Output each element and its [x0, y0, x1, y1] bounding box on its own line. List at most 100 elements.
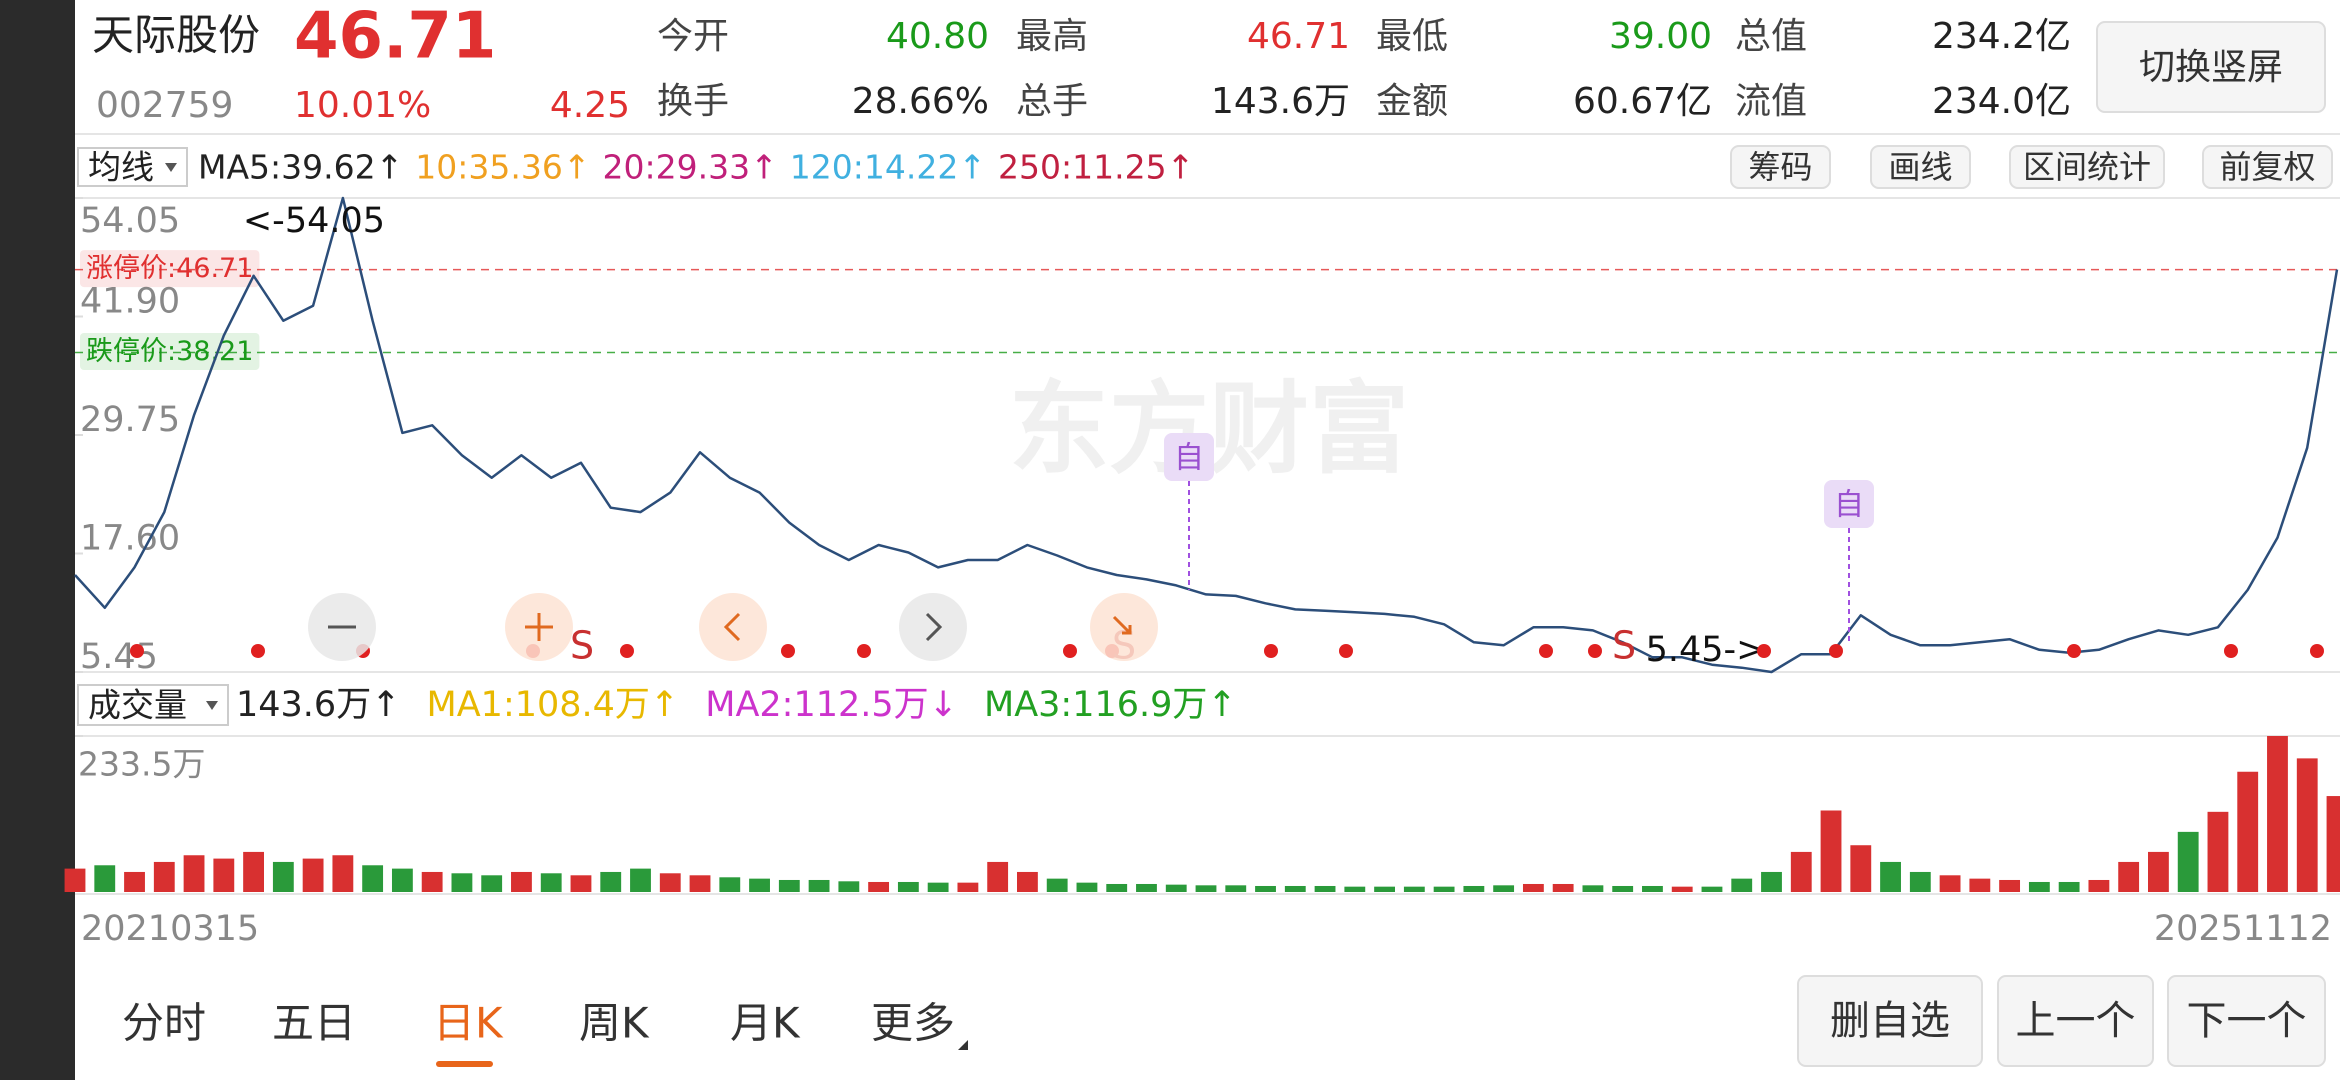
tool-button[interactable]: 区间统计	[2009, 145, 2165, 189]
stat-label: 换手	[657, 81, 729, 122]
volume-bar	[987, 861, 1009, 892]
volume-bar	[1165, 884, 1187, 892]
chart-control-icon[interactable]	[925, 612, 943, 642]
chart-control-bg[interactable]	[899, 593, 967, 661]
nav-button-bg[interactable]	[1997, 975, 2154, 1067]
toggle-button-bg[interactable]	[2096, 21, 2326, 113]
nav-button[interactable]: 上一个	[1997, 975, 2154, 1067]
tab[interactable]: 日K	[433, 999, 504, 1048]
chart-control-icon[interactable]	[525, 613, 553, 641]
volume-bar	[1671, 886, 1693, 892]
volume-bar	[2296, 758, 2318, 892]
volume-bar	[719, 877, 741, 892]
tab[interactable]: 分时	[122, 999, 206, 1048]
change-pct: 10.01%	[294, 85, 431, 126]
selector[interactable]: 均线	[77, 147, 188, 187]
chart-control[interactable]	[699, 593, 767, 661]
volume-bar	[1284, 885, 1306, 892]
volume-bar	[1344, 886, 1366, 892]
volume-bar	[1612, 885, 1634, 892]
volume-bar	[1790, 851, 1812, 892]
volume-bar	[362, 865, 384, 892]
nav-button-label[interactable]: 删自选	[1830, 998, 1950, 1044]
volume-bar	[1136, 883, 1157, 892]
tab[interactable]: 五日	[272, 999, 356, 1048]
limit-label: 跌停价:38.21	[86, 336, 253, 367]
volume-item: 143.6万↑	[236, 685, 401, 725]
selector-label[interactable]: 成交量	[88, 686, 187, 725]
tab[interactable]: 周K	[579, 999, 650, 1048]
nav-button-label[interactable]: 上一个	[2016, 998, 2136, 1044]
volume-bar	[2207, 811, 2229, 892]
signal-dot	[781, 644, 795, 658]
volume-bar	[927, 882, 949, 892]
watch-marker-bg	[1164, 433, 1214, 481]
volume-bar	[1820, 810, 1842, 892]
ma-item: 250:11.25↑	[998, 148, 1194, 187]
tool-button-bg[interactable]	[2009, 145, 2165, 189]
volume-bar	[2148, 851, 2169, 892]
stat-label: 流值	[1735, 81, 1807, 122]
volume-bar	[630, 868, 651, 892]
chart-control-bg[interactable]	[699, 593, 767, 661]
chart-control-icon[interactable]	[723, 612, 741, 642]
volume-bar	[332, 855, 354, 892]
more-arrow	[958, 1040, 968, 1050]
chart-control-icon[interactable]	[1112, 615, 1132, 635]
chart-control[interactable]	[1090, 593, 1158, 661]
nav-button-bg[interactable]	[1797, 975, 1983, 1067]
volume-bar	[1017, 871, 1038, 892]
volume-bar	[1433, 886, 1455, 892]
tool-button[interactable]: 画线	[1870, 145, 1971, 189]
volume-bar	[2058, 881, 2080, 892]
signal-dot	[1829, 644, 1843, 658]
selector[interactable]: 成交量	[77, 684, 229, 726]
tool-button[interactable]: 前复权	[2202, 145, 2333, 189]
chart-control[interactable]	[308, 593, 376, 661]
stat-value: 143.6万	[1211, 81, 1350, 122]
dropdown-arrow[interactable]	[165, 163, 177, 172]
volume-bar	[1939, 875, 1961, 892]
tab[interactable]: 月K	[730, 999, 801, 1048]
chart-control[interactable]	[505, 593, 573, 661]
volume-bar	[1522, 883, 1544, 892]
volume-bar	[1314, 885, 1336, 892]
nav-button-label[interactable]: 下一个	[2187, 998, 2307, 1044]
stat-value: 60.67亿	[1573, 81, 1712, 122]
limit-label: 涨停价:46.71	[86, 253, 253, 284]
volume-bar	[1552, 883, 1574, 892]
toggle-button[interactable]: 切换竖屏	[2096, 21, 2326, 113]
selector-label[interactable]: 均线	[88, 148, 154, 187]
change-amount: 4.25	[550, 85, 630, 126]
ma-item: MA5:39.62↑	[198, 148, 403, 187]
volume-bar	[1046, 878, 1068, 892]
volume-bar	[600, 871, 622, 892]
volume-bar	[2326, 796, 2340, 892]
volume-bar	[659, 873, 681, 892]
volume-bar	[749, 878, 770, 892]
tool-button-bg[interactable]	[2202, 145, 2333, 189]
tool-button-bg[interactable]	[1730, 145, 1831, 189]
tool-button-label[interactable]: 前复权	[2219, 148, 2315, 186]
tool-button-bg[interactable]	[1870, 145, 1971, 189]
toggle-button-label[interactable]: 切换竖屏	[2139, 47, 2283, 88]
stat-value: 46.71	[1247, 16, 1350, 57]
tool-button-label[interactable]: 画线	[1888, 148, 1952, 186]
nav-button[interactable]: 删自选	[1797, 975, 1983, 1067]
tool-button[interactable]: 筹码	[1730, 145, 1831, 189]
selector-box[interactable]	[77, 684, 229, 726]
stat-value: 39.00	[1609, 16, 1712, 57]
chart-control[interactable]	[899, 593, 967, 661]
dropdown-arrow[interactable]	[206, 701, 218, 710]
tool-button-label[interactable]: 筹码	[1748, 148, 1812, 186]
tool-button-label[interactable]: 区间统计	[2023, 148, 2151, 186]
tab[interactable]: 更多	[871, 999, 955, 1048]
ma-item: 120:14.22↑	[790, 148, 986, 187]
max-label: <-54.05	[243, 201, 385, 241]
stock-price: 46.71	[294, 0, 496, 74]
volume-bar	[183, 855, 205, 892]
nav-button-bg[interactable]	[2167, 975, 2326, 1067]
nav-button[interactable]: 下一个	[2167, 975, 2326, 1067]
volume-bar	[868, 881, 890, 892]
ma-item: 20:29.33↑	[603, 148, 778, 187]
